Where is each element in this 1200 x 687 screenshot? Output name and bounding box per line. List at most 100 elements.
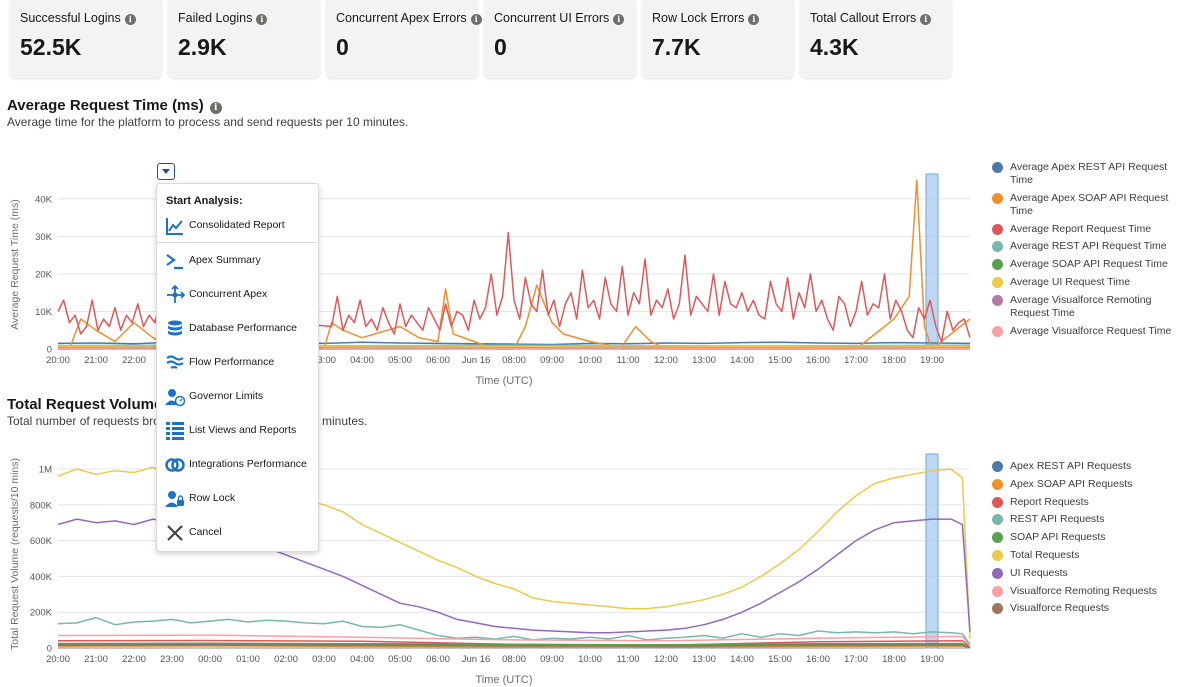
info-icon[interactable]: i: [124, 14, 136, 25]
menu-item-apex-summary[interactable]: Apex Summary: [157, 246, 318, 276]
legend-item[interactable]: SOAP API Requests: [992, 531, 1192, 544]
x-tick-label: 16:00: [806, 355, 830, 366]
x-tick-label: 14:00: [730, 654, 754, 665]
x-tick-label: 11:00: [616, 654, 639, 665]
x-tick-label: 08:00: [502, 355, 526, 366]
x-tick-label: 00:00: [198, 654, 222, 665]
legend-item[interactable]: Average UI Request Time: [992, 276, 1192, 289]
request-time-chart[interactable]: 010K20K30K40K20:0021:0022:0023:0000:0001…: [0, 140, 980, 390]
legend-label: Average SOAP API Request Time: [1010, 258, 1168, 271]
x-axis-title: Time (UTC): [475, 375, 532, 387]
y-tick-label: 30K: [35, 232, 53, 243]
selected-time-band[interactable]: [925, 453, 939, 649]
kpi-label-text: Concurrent UI Errors: [494, 11, 610, 25]
y-tick-label: 0: [47, 345, 52, 356]
x-tick-label: 09:00: [540, 654, 564, 665]
kpi-label-text: Row Lock Errors: [652, 11, 745, 25]
y-tick-label: 800K: [30, 500, 53, 511]
x-tick-label: 05:00: [388, 654, 412, 665]
x-tick-label: 16:00: [806, 654, 830, 665]
legend-label: Apex SOAP API Requests: [1010, 477, 1133, 490]
x-tick-label: 10:00: [578, 355, 602, 366]
info-icon[interactable]: i: [256, 14, 268, 25]
legend-dot: [992, 241, 1003, 253]
menu-item-integrations-performance[interactable]: Integrations Performance: [157, 450, 318, 480]
y-tick-label: 1M: [39, 464, 52, 475]
legend-item[interactable]: Visualforce Remoting Requests: [992, 585, 1192, 598]
kpi-card-concurrent-ui-errors[interactable]: Concurrent UI Errors i 0: [484, 0, 636, 78]
legend-item[interactable]: Total Requests: [992, 549, 1192, 562]
info-icon[interactable]: i: [470, 14, 482, 25]
x-tick-label: 05:00: [388, 355, 412, 366]
menu-item-database-performance[interactable]: Database Performance: [157, 314, 318, 344]
menu-item-label: Row Lock: [189, 492, 236, 504]
x-tick-label: 09:00: [540, 355, 564, 366]
series-line-visualforce-remoting-requests[interactable]: [57, 634, 971, 647]
close-icon: [167, 525, 183, 541]
legend-dot: [992, 478, 1003, 490]
info-icon[interactable]: i: [748, 14, 760, 25]
menu-item-list-views-and-reports[interactable]: List Views and Reports: [157, 416, 318, 446]
info-icon[interactable]: i: [209, 102, 222, 114]
kpi-card-successful-logins[interactable]: Successful Logins i 52.5K: [10, 0, 162, 78]
legend-item[interactable]: Visualforce Requests: [992, 602, 1192, 615]
x-tick-label: 22:00: [122, 654, 146, 665]
menu-item-flow-performance[interactable]: Flow Performance: [157, 348, 318, 378]
kpi-card-failed-logins[interactable]: Failed Logins i 2.9K: [168, 0, 320, 78]
x-tick-label: 03:00: [312, 654, 336, 665]
kpi-card-row-lock-errors[interactable]: Row Lock Errors i 7.7K: [642, 0, 794, 78]
legend-item[interactable]: Average Report Request Time: [992, 223, 1192, 236]
legend-item[interactable]: Average Apex REST API Request Time: [992, 161, 1192, 187]
info-icon[interactable]: i: [613, 14, 625, 25]
selected-time-band[interactable]: [925, 173, 939, 350]
legend-item[interactable]: Apex SOAP API Requests: [992, 478, 1192, 491]
legend-item[interactable]: Average SOAP API Request Time: [992, 258, 1192, 271]
y-tick-label: 0: [47, 644, 52, 655]
legend-dot: [992, 496, 1003, 508]
menu-item-consolidated-report[interactable]: Consolidated Report: [157, 211, 318, 241]
person-lock-icon: [165, 491, 184, 507]
info-icon[interactable]: i: [920, 14, 932, 25]
kpi-label: Total Callout Errors i: [810, 11, 932, 25]
series-line-average-report-request-time[interactable]: [57, 231, 971, 343]
menu-item-row-lock[interactable]: Row Lock: [157, 484, 318, 514]
kpi-card-total-callout-errors[interactable]: Total Callout Errors i 4.3K: [800, 0, 952, 78]
x-tick-label: 20:00: [46, 654, 70, 665]
legend-dot: [992, 549, 1003, 561]
x-tick-label: 01:00: [236, 654, 260, 665]
integration-rings-icon: [165, 458, 185, 472]
series-line-rest-api-requests[interactable]: [57, 616, 971, 645]
series-line-visualforce-requests[interactable]: [57, 644, 971, 649]
x-tick-label: 02:00: [274, 654, 298, 665]
kpi-value: 52.5K: [20, 34, 82, 60]
list-view-icon: [166, 422, 184, 440]
menu-item-governor-limits[interactable]: Governor Limits: [157, 382, 318, 412]
menu-item-cancel[interactable]: Cancel: [157, 518, 318, 548]
analysis-dropdown-button[interactable]: [157, 163, 175, 180]
request-volume-chart[interactable]: 0 200K 400K 600K 800K 1M 20:00 21:00 22:00 23:00 0…: [0, 440, 980, 687]
legend-label: Average Apex SOAP API Request Time: [1010, 191, 1169, 217]
legend-item[interactable]: REST API Requests: [992, 513, 1192, 526]
kpi-label: Concurrent UI Errors i: [494, 11, 625, 25]
kpi-card-concurrent-apex-errors[interactable]: Concurrent Apex Errors i 0: [326, 0, 482, 78]
x-tick-label: 23:00: [160, 654, 184, 665]
legend-item[interactable]: Average Apex SOAP API Request Time: [992, 192, 1192, 218]
legend-item[interactable]: Average Visualforce Request Time: [992, 325, 1192, 338]
y-tick-label: 10K: [35, 307, 53, 318]
kpi-label: Row Lock Errors i: [652, 11, 760, 25]
legend-item[interactable]: Average REST API Request Time: [992, 240, 1192, 253]
menu-item-concurrent-apex[interactable]: Concurrent Apex: [157, 280, 318, 310]
x-tick-label: 21:00: [84, 654, 108, 665]
x-tick-label: 17:00: [844, 654, 868, 665]
request-volume-title: Total Request Volume (r: [7, 396, 178, 413]
legend-item[interactable]: Apex REST API Requests: [992, 460, 1192, 473]
legend-item[interactable]: Average Visualforce Remoting Request Tim…: [992, 294, 1192, 320]
menu-item-label: Concurrent Apex: [189, 288, 268, 300]
legend-dot: [992, 567, 1003, 579]
kpi-label-text: Total Callout Errors: [810, 11, 917, 25]
series-line-soap-api-requests[interactable]: [57, 642, 971, 648]
legend-item[interactable]: UI Requests: [992, 567, 1192, 580]
network-arrows-icon: [167, 285, 185, 303]
menu-item-label: Governor Limits: [189, 390, 264, 402]
legend-item[interactable]: Report Requests: [992, 496, 1192, 509]
